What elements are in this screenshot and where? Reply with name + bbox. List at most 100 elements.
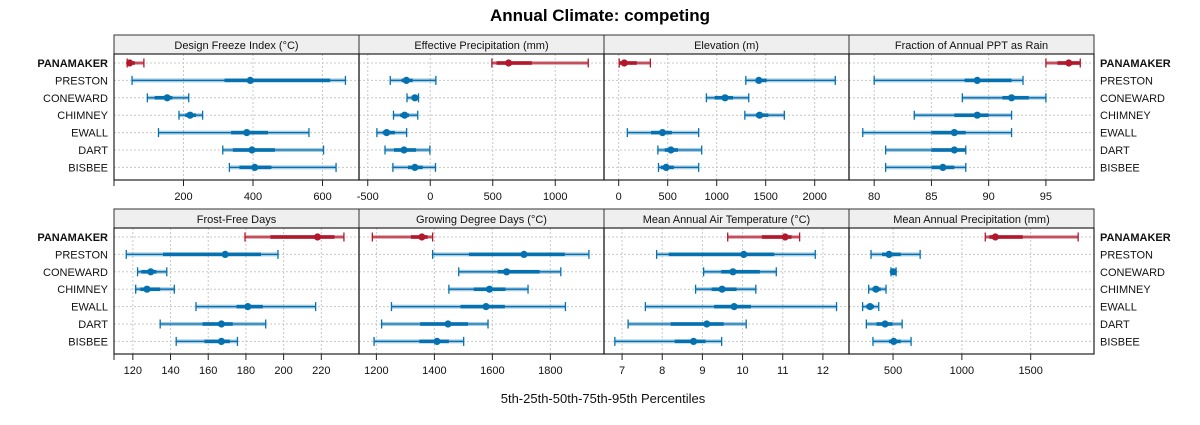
- median-point: [889, 268, 897, 276]
- percentile-mark-dart: [865, 319, 903, 329]
- axis-tick-label: 1400: [422, 365, 446, 377]
- percentile-mark-dart: [884, 145, 967, 155]
- median-point: [217, 337, 226, 345]
- panel-1: Effective Precipitation (mm) -500 0 500 1000: [357, 34, 605, 203]
- axis-tick-label: 200: [274, 365, 292, 377]
- panel-title: Growing Degree Days (°C): [416, 214, 547, 226]
- axis-tick-label: 85: [925, 191, 937, 203]
- median-point: [950, 129, 958, 137]
- percentile-mark-ewall: [157, 128, 310, 138]
- percentile-mark-panamaker: [984, 232, 1079, 242]
- percentile-mark-preston: [431, 249, 590, 259]
- percentile-mark-ewall: [626, 128, 700, 138]
- percentile-mark-coneward: [146, 93, 190, 103]
- percentile-mark-preston: [655, 249, 816, 259]
- median-point: [143, 285, 151, 293]
- median-point: [505, 59, 513, 67]
- percentile-mark-preston: [870, 249, 921, 259]
- median-point: [866, 303, 874, 311]
- median-point: [444, 320, 452, 328]
- axis-tick-label: 9: [699, 365, 705, 377]
- percentile-mark-dart: [222, 145, 325, 155]
- percentile-mark-panamaker: [371, 232, 434, 242]
- median-point: [662, 163, 670, 171]
- axis-tick-label: 500: [884, 365, 902, 377]
- row-label-right: PRESTON: [1100, 249, 1153, 261]
- row-label-right: CONEWARD: [1100, 93, 1165, 105]
- axis-tick-label: 95: [1040, 191, 1052, 203]
- row-label-left: BISBEE: [68, 336, 108, 348]
- percentile-mark-coneward: [889, 267, 897, 277]
- axis-tick-label: 1200: [364, 365, 388, 377]
- percentile-mark-panamaker: [618, 58, 652, 68]
- median-point: [402, 76, 410, 84]
- axis-tick-label: 120: [124, 365, 142, 377]
- percentile-mark-chimney: [178, 110, 204, 120]
- percentile-mark-dart: [384, 145, 431, 155]
- median-point: [248, 146, 256, 154]
- median-point: [401, 111, 409, 119]
- row-label-left: CONEWARD: [43, 93, 108, 105]
- row-label-right: EWALL: [1100, 128, 1137, 140]
- median-point: [755, 76, 763, 84]
- percentile-mark-bisbee: [228, 162, 337, 172]
- percentile-mark-panamaker: [1045, 58, 1081, 68]
- axis-tick-label: -500: [357, 191, 379, 203]
- percentile-mark-panamaker: [126, 58, 145, 68]
- axis-tick-label: 500: [659, 191, 677, 203]
- percentile-mark-ewall: [861, 302, 880, 312]
- percentile-mark-preston: [389, 75, 437, 85]
- median-point: [186, 111, 194, 119]
- percentile-mark-chimney: [868, 284, 887, 294]
- percentile-mark-panamaker: [244, 232, 345, 242]
- axis-tick-label: 12: [817, 365, 829, 377]
- percentile-mark-bisbee: [872, 336, 912, 346]
- median-point: [163, 94, 171, 102]
- median-point: [890, 337, 898, 345]
- row-label-right: BISBEE: [1100, 336, 1140, 348]
- median-point: [939, 163, 947, 171]
- panel-frame: [113, 53, 360, 181]
- axis-tick-label: 160: [199, 365, 217, 377]
- axis-tick-label: 220: [312, 365, 330, 377]
- percentile-mark-ewall: [862, 128, 1013, 138]
- percentile-mark-ewall: [390, 302, 567, 312]
- axis-tick-label: 200: [174, 191, 192, 203]
- percentile-mark-bisbee: [175, 336, 239, 346]
- panels: Design Freeze Index (°C) 200 400 600 Effecti…: [113, 34, 1095, 377]
- median-point: [718, 285, 726, 293]
- median-point: [721, 94, 729, 102]
- row-label-left: DART: [78, 145, 108, 157]
- axis-tick-label: 0: [427, 191, 433, 203]
- percentile-mark-coneward: [406, 93, 420, 103]
- percentile-mark-panamaker: [727, 232, 801, 242]
- panel-5: Growing Degree Days (°C) 1200 1400 1600 1800: [358, 208, 605, 377]
- row-label-right: CHIMNEY: [1100, 110, 1151, 122]
- axis-tick-label: 80: [868, 191, 880, 203]
- percentile-mark-bisbee: [373, 336, 465, 346]
- median-point: [482, 303, 490, 311]
- axis-tick-label: 140: [161, 365, 179, 377]
- median-point: [667, 146, 675, 154]
- panel-title: Mean Annual Precipitation (mm): [893, 214, 1050, 226]
- median-point: [872, 285, 880, 293]
- row-label-right: DART: [1100, 319, 1130, 331]
- percentile-mark-bisbee: [657, 162, 700, 172]
- median-point: [781, 233, 789, 241]
- median-point: [689, 337, 698, 345]
- percentile-mark-dart: [657, 145, 703, 155]
- axis-tick-label: 8: [659, 365, 665, 377]
- median-point: [383, 129, 391, 137]
- percentile-mark-ewall: [644, 302, 838, 312]
- axis-tick-label: 1500: [1018, 365, 1042, 377]
- median-point: [411, 94, 419, 102]
- median-point: [620, 59, 628, 67]
- median-point: [221, 250, 229, 258]
- axis-tick-label: 180: [237, 365, 255, 377]
- row-label-left: PANAMAKER: [37, 58, 108, 70]
- percentile-mark-chimney: [135, 284, 175, 294]
- percentile-mark-coneward: [702, 267, 777, 277]
- panel-title: Elevation (m): [694, 40, 759, 52]
- median-point: [520, 250, 528, 258]
